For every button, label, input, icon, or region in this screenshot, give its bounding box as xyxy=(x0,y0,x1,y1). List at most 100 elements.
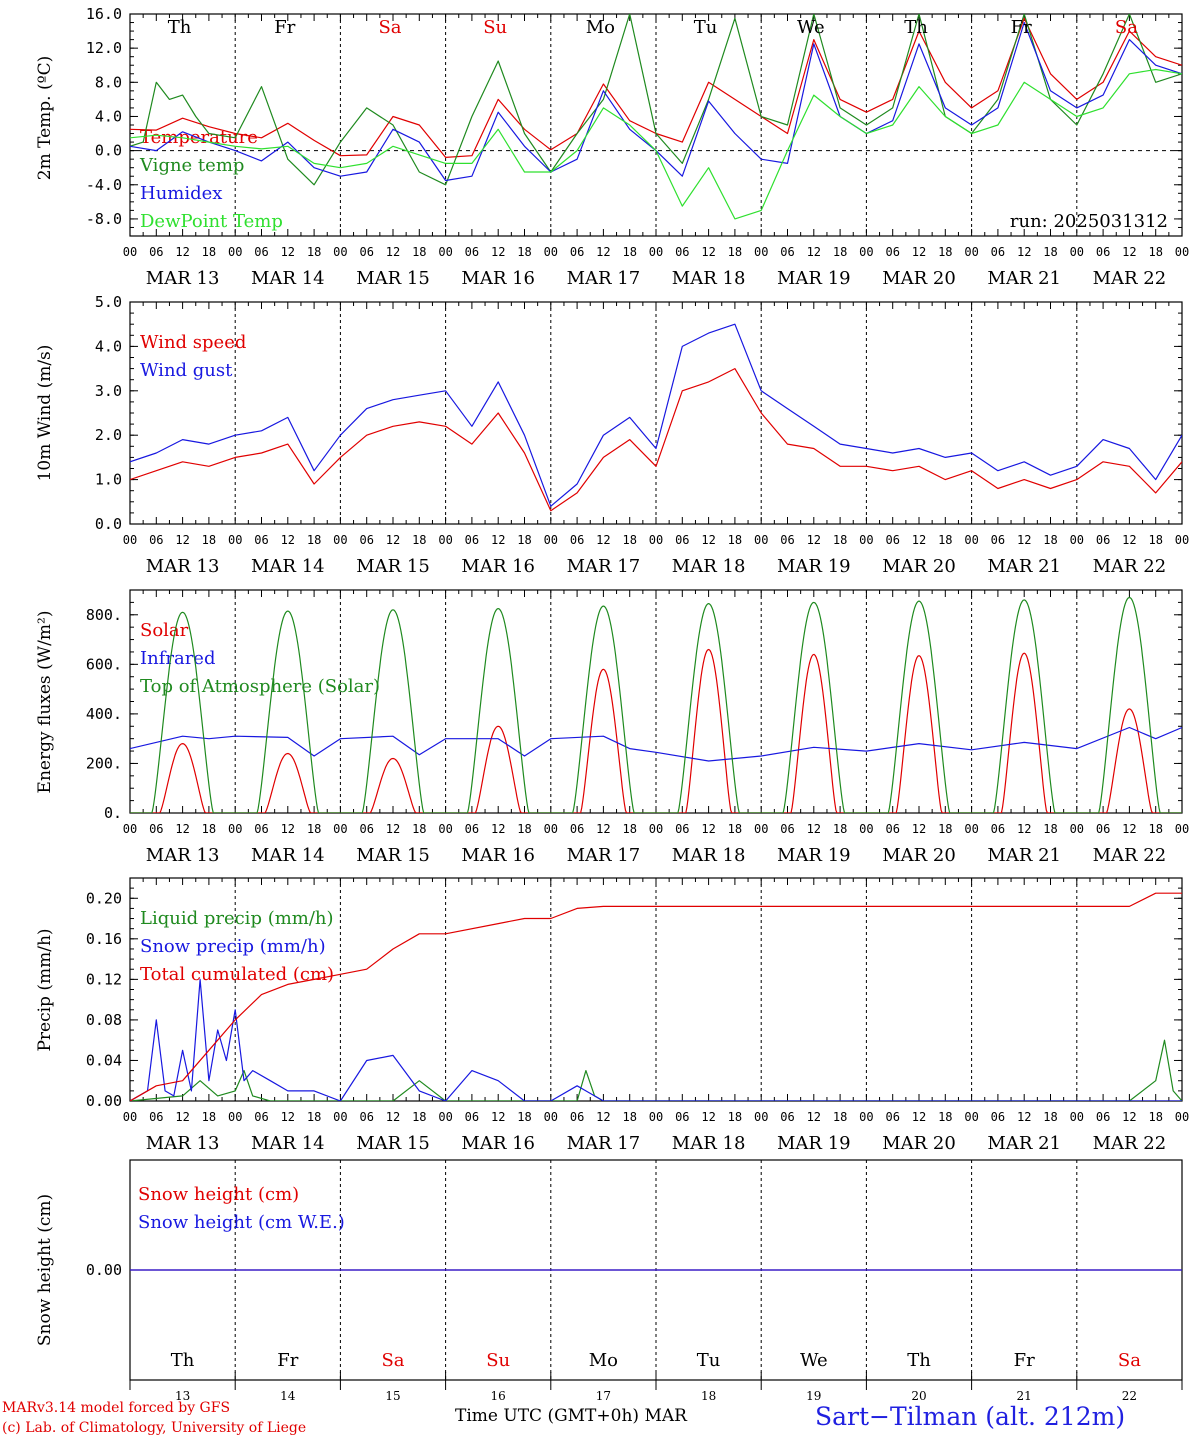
x-axis-title: Time UTC (GMT+0h) MAR xyxy=(455,1406,687,1426)
x-tick-label: 18 xyxy=(517,533,531,547)
x-tick-label: 00 xyxy=(438,245,452,259)
x-tick-label: 00 xyxy=(1070,245,1084,259)
day-name-label: Tu xyxy=(694,17,718,38)
x-tick-label: 00 xyxy=(859,822,873,836)
x-tick-label: 06 xyxy=(991,533,1005,547)
y-tick-label: 3.0 xyxy=(95,382,122,400)
legend-entry: Humidex xyxy=(140,183,222,204)
y-axis-label: 2m Temp. (ºC) xyxy=(35,56,55,181)
y-axis-label: Energy fluxes (W/m²) xyxy=(35,611,55,794)
x-tick-label: 12 xyxy=(701,245,715,259)
y-tick-label: 2.0 xyxy=(95,426,122,444)
date-label: MAR 17 xyxy=(567,845,641,866)
day-name-label: Sa xyxy=(1115,17,1138,38)
x-tick-label: 00 xyxy=(544,822,558,836)
legend-entry: Top of Atmosphere (Solar) xyxy=(140,676,380,697)
x-tick-label: 18 xyxy=(1148,1110,1162,1124)
x-tick-label: 06 xyxy=(1096,1110,1110,1124)
x-tick-label: 18 xyxy=(202,822,216,836)
x-tick-label: 00 xyxy=(649,245,663,259)
x-tick-label: 06 xyxy=(1096,822,1110,836)
x-tick-label: 18 xyxy=(622,822,636,836)
date-label: MAR 13 xyxy=(146,1133,220,1154)
x-tick-label: 00 xyxy=(754,1110,768,1124)
y-tick-label: 400. xyxy=(86,705,122,723)
x-tick-label: 00 xyxy=(228,1110,242,1124)
y-axis-label: Precip (mm/h) xyxy=(35,928,55,1051)
date-label: MAR 19 xyxy=(777,268,851,289)
x-tick-label: 06 xyxy=(991,1110,1005,1124)
y-tick-label: 0.0 xyxy=(95,142,122,160)
x-tick-label: 12 xyxy=(386,533,400,547)
date-label: MAR 20 xyxy=(882,556,956,577)
x-tick-label: 12 xyxy=(807,245,821,259)
day-name-label: We xyxy=(800,1350,828,1371)
x-tick-label: 06 xyxy=(780,822,794,836)
day-name-label: We xyxy=(797,17,825,38)
x-tick-label: 00 xyxy=(964,822,978,836)
x-tick-label: 06 xyxy=(149,533,163,547)
series-line xyxy=(130,648,1182,813)
x-tick-label: 18 xyxy=(1043,822,1057,836)
x-tick-label: 18 xyxy=(833,533,847,547)
x-tick-label: 00 xyxy=(649,1110,663,1124)
x-tick-label: 18 xyxy=(517,245,531,259)
x-tick-label: 12 xyxy=(175,533,189,547)
x-tick-label: 18 xyxy=(412,1110,426,1124)
x-tick-label: 00 xyxy=(333,822,347,836)
x-tick-label: 06 xyxy=(465,533,479,547)
x-tick-label: 06 xyxy=(675,533,689,547)
date-label: MAR 15 xyxy=(356,556,430,577)
x-tick-label: 18 xyxy=(307,1110,321,1124)
footer-model: MARv3.14 model forced by GFS xyxy=(2,1400,231,1416)
day-name-label: Fr xyxy=(1011,17,1032,38)
x-tick-label: 06 xyxy=(675,245,689,259)
date-label: MAR 22 xyxy=(1093,268,1167,289)
x-tick-label: 12 xyxy=(596,1110,610,1124)
day-name-label: Fr xyxy=(274,17,295,38)
y-tick-label: 0.20 xyxy=(86,889,122,907)
x-tick-label: 18 xyxy=(728,1110,742,1124)
date-label: MAR 22 xyxy=(1093,1133,1167,1154)
x-tick-label: 18 xyxy=(938,245,952,259)
date-label: MAR 17 xyxy=(567,556,641,577)
date-label: MAR 18 xyxy=(672,1133,746,1154)
x-tick-label: 00 xyxy=(123,245,137,259)
x-tick-label: 00 xyxy=(438,533,452,547)
day-name-label: Su xyxy=(486,1350,510,1371)
x-tick-label: 12 xyxy=(175,1110,189,1124)
date-label: MAR 21 xyxy=(987,268,1061,289)
day-name-label: Th xyxy=(168,17,192,38)
x-tick-label: 18 xyxy=(412,245,426,259)
x-tick-label: 00 xyxy=(964,533,978,547)
date-label: MAR 14 xyxy=(251,268,325,289)
x-tick-label: 06 xyxy=(780,245,794,259)
x-tick-label: 12 xyxy=(175,822,189,836)
x-tick-label: 06 xyxy=(465,822,479,836)
y-tick-label: 16.0 xyxy=(86,5,122,23)
x-tick-label: 06 xyxy=(885,822,899,836)
date-label: MAR 16 xyxy=(461,845,535,866)
x-tick-label: 00 xyxy=(1070,533,1084,547)
x-tick-label: 18 xyxy=(307,822,321,836)
date-label: MAR 19 xyxy=(777,1133,851,1154)
date-label: MAR 18 xyxy=(672,845,746,866)
x-tick-label: 18 xyxy=(1148,245,1162,259)
x-tick-label: 00 xyxy=(333,533,347,547)
station-title: Sart−Tilman (alt. 212m) xyxy=(815,1402,1126,1431)
series-line xyxy=(130,323,1182,507)
x-tick-label: 06 xyxy=(149,822,163,836)
x-tick-label: 12 xyxy=(701,533,715,547)
x-tick-label: 18 xyxy=(202,245,216,259)
x-tick-label: 00 xyxy=(859,245,873,259)
series-line xyxy=(130,368,1182,512)
date-label: MAR 22 xyxy=(1093,845,1167,866)
x-tick-label: 06 xyxy=(465,1110,479,1124)
x-tick-label: 06 xyxy=(254,245,268,259)
x-tick-label: 06 xyxy=(570,245,584,259)
legend-entry: Snow height (cm W.E.) xyxy=(138,1212,345,1233)
x-tick-label: 12 xyxy=(912,822,926,836)
day-name-label: Mo xyxy=(589,1350,618,1371)
date-label: MAR 14 xyxy=(251,556,325,577)
panel-frame xyxy=(129,589,1183,814)
